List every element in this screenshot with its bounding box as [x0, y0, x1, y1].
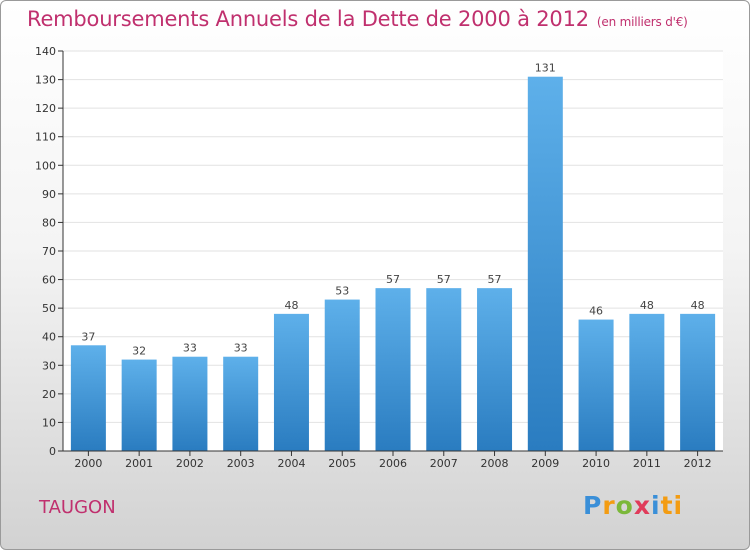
data-label: 57 — [488, 273, 502, 286]
bar — [426, 288, 462, 451]
chart-title: Remboursements Annuels de la Dette de 20… — [27, 7, 688, 31]
x-tick-label: 2002 — [176, 457, 204, 470]
chart-title-text: Remboursements Annuels de la Dette de 20… — [27, 7, 589, 31]
place-name: TAUGON — [39, 497, 116, 518]
y-tick-label: 60 — [42, 274, 56, 287]
bar — [223, 356, 259, 451]
data-label: 48 — [284, 299, 298, 312]
y-tick-label: 130 — [35, 74, 56, 87]
data-label: 131 — [535, 62, 556, 75]
data-label: 37 — [81, 330, 95, 343]
y-tick-label: 110 — [35, 131, 56, 144]
chart-unit-note: (en milliers d'€) — [596, 15, 688, 29]
x-tick-label: 2000 — [74, 457, 102, 470]
bar — [375, 288, 411, 451]
y-tick-label: 100 — [35, 159, 56, 172]
data-label: 33 — [234, 342, 248, 355]
bar — [172, 356, 208, 451]
y-tick-label: 0 — [49, 445, 56, 458]
x-tick-label: 2003 — [227, 457, 255, 470]
bar — [324, 299, 360, 451]
bar — [578, 319, 614, 451]
data-label: 53 — [335, 285, 349, 298]
x-tick-label: 2009 — [531, 457, 559, 470]
x-tick-label: 2005 — [328, 457, 356, 470]
data-label: 57 — [437, 273, 451, 286]
data-label: 57 — [386, 273, 400, 286]
y-tick-label: 10 — [42, 416, 56, 429]
y-tick-label: 70 — [42, 245, 56, 258]
y-tick-label: 20 — [42, 388, 56, 401]
logo-letter: o — [615, 491, 634, 520]
y-tick-label: 140 — [35, 45, 56, 58]
x-tick-label: 2012 — [684, 457, 712, 470]
bar — [527, 76, 563, 451]
y-tick-label: 80 — [42, 216, 56, 229]
y-tick-label: 40 — [42, 331, 56, 344]
data-label: 33 — [183, 342, 197, 355]
y-tick-label: 30 — [42, 359, 56, 372]
x-tick-label: 2001 — [125, 457, 153, 470]
y-tick-label: 50 — [42, 302, 56, 315]
logo-letter: x — [633, 491, 651, 520]
proxiti-logo: Proxiti — [583, 491, 683, 520]
y-tick-label: 90 — [42, 188, 56, 201]
x-tick-label: 2006 — [379, 457, 407, 470]
logo-letter: P — [583, 491, 603, 520]
bar — [629, 313, 665, 451]
bar — [477, 288, 513, 451]
logo-letter: r — [602, 491, 616, 520]
bar — [121, 359, 157, 451]
logo-letter: i — [651, 491, 661, 520]
data-label: 46 — [589, 305, 603, 318]
bar — [70, 345, 106, 451]
logo-letter: ti — [660, 491, 684, 520]
data-label: 32 — [132, 345, 146, 358]
x-tick-label: 2011 — [633, 457, 661, 470]
x-tick-label: 2004 — [277, 457, 305, 470]
bar — [273, 313, 309, 451]
bar — [680, 313, 716, 451]
x-tick-label: 2008 — [481, 457, 509, 470]
y-tick-label: 120 — [35, 102, 56, 115]
x-tick-label: 2010 — [582, 457, 610, 470]
x-tick-label: 2007 — [430, 457, 458, 470]
data-label: 48 — [640, 299, 654, 312]
data-label: 48 — [691, 299, 705, 312]
